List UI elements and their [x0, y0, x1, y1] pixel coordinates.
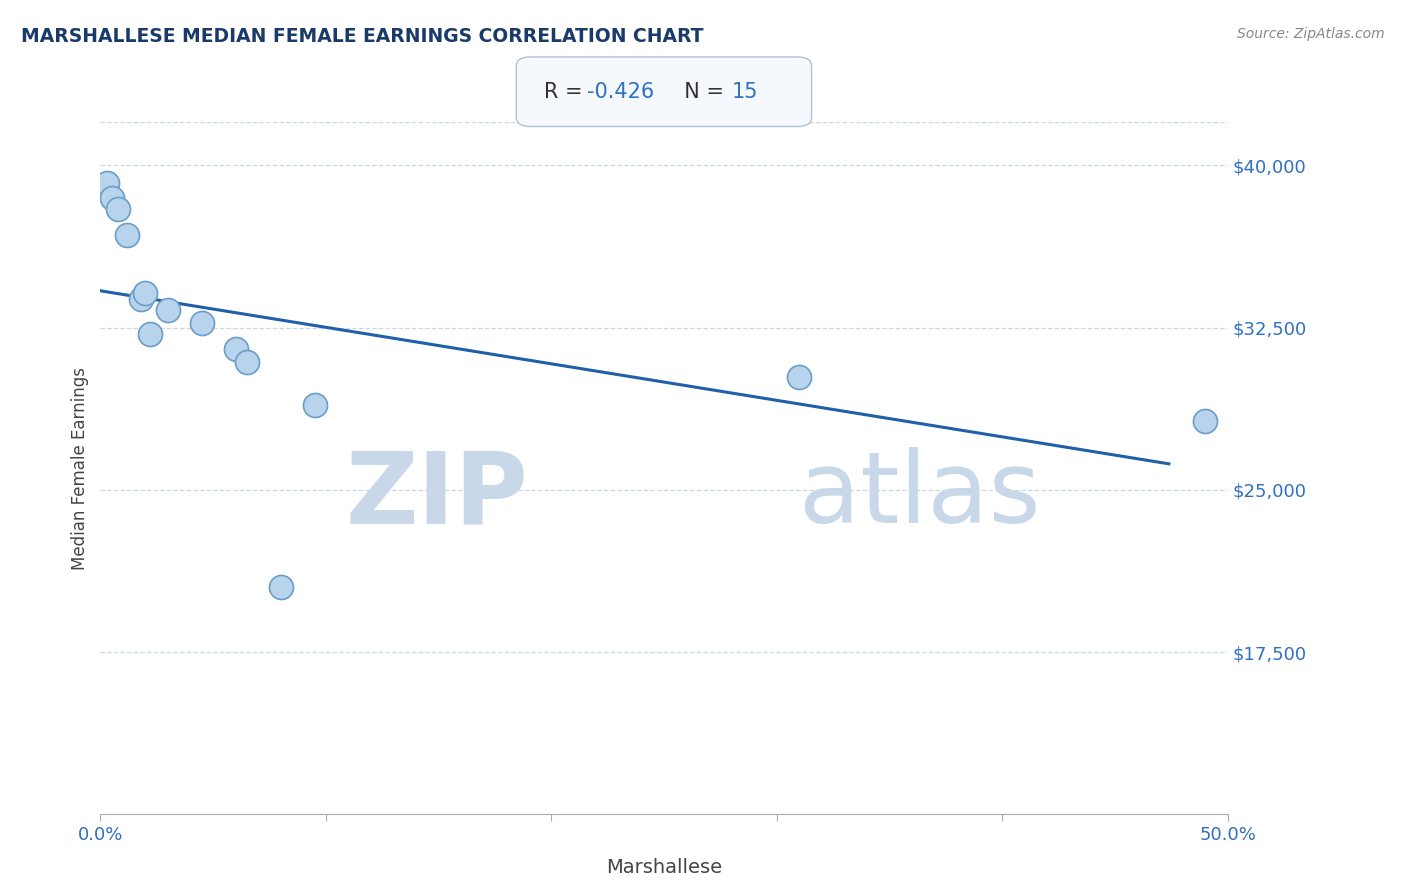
Point: [107, 202, 129, 216]
Point: [139, 326, 162, 341]
Point: [191, 316, 214, 330]
Point: [225, 342, 247, 356]
Y-axis label: Median Female Earnings: Median Female Earnings: [72, 367, 89, 570]
Text: -0.426: -0.426: [586, 82, 654, 102]
Text: MARSHALLESE MEDIAN FEMALE EARNINGS CORRELATION CHART: MARSHALLESE MEDIAN FEMALE EARNINGS CORRE…: [21, 27, 703, 45]
Point: [156, 303, 179, 318]
Point: [236, 355, 259, 369]
Point: [100, 191, 122, 205]
Point: [1194, 414, 1216, 428]
Text: Source: ZipAtlas.com: Source: ZipAtlas.com: [1237, 27, 1385, 41]
Text: N =: N =: [671, 82, 731, 102]
Text: ZIP: ZIP: [346, 448, 529, 544]
Text: R =: R =: [544, 82, 589, 102]
Text: 15: 15: [731, 82, 758, 102]
Text: atlas: atlas: [799, 448, 1040, 544]
X-axis label: Marshallese: Marshallese: [606, 858, 723, 877]
Point: [117, 227, 139, 242]
Point: [787, 370, 810, 384]
Point: [270, 580, 292, 594]
Point: [134, 285, 156, 300]
Point: [304, 399, 326, 413]
Point: [96, 176, 118, 190]
Point: [129, 293, 152, 307]
